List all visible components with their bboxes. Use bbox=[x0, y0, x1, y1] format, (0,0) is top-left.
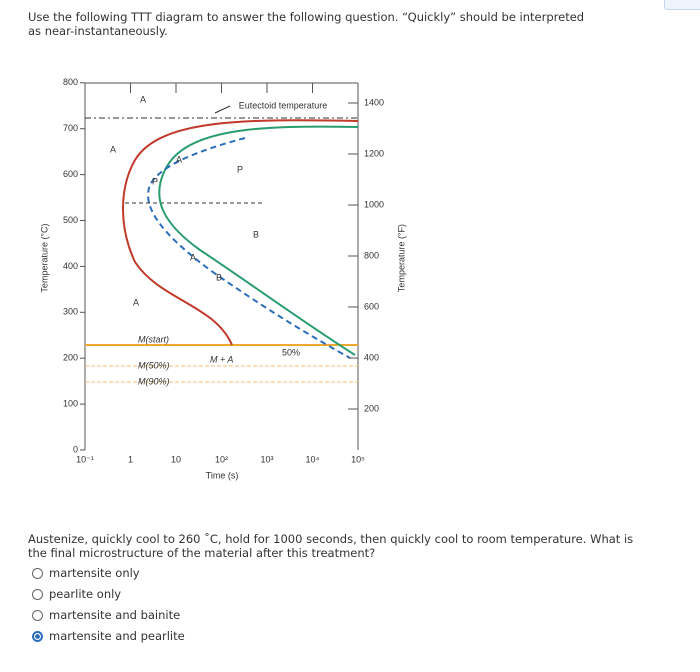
radio[interactable] bbox=[32, 588, 43, 600]
region-label: M(90%) bbox=[138, 376, 170, 386]
y2-axis-title: Temperature (°F) bbox=[396, 224, 406, 292]
region-label: A bbox=[140, 94, 146, 104]
region-label: B bbox=[253, 229, 259, 239]
corner-tab bbox=[664, 0, 700, 10]
option[interactable]: pearlite only bbox=[32, 587, 121, 601]
y-axis-title: Temperature (°C) bbox=[39, 223, 49, 292]
region-label: A bbox=[190, 252, 196, 262]
ttt-diagram: 0 100 200 300 400 500 600 700 800 200 400 600 800 100… bbox=[39, 77, 406, 480]
half-curve bbox=[147, 137, 351, 359]
y2-tick-label: 1000 bbox=[364, 199, 384, 209]
option-text: pearlite only bbox=[49, 587, 122, 601]
y-tick-label: 100 bbox=[63, 398, 78, 408]
option-text: martensite and bainite bbox=[49, 608, 181, 622]
radio[interactable] bbox=[32, 630, 43, 642]
y-tick-label: 700 bbox=[63, 123, 78, 133]
radio[interactable] bbox=[32, 567, 43, 579]
region-label: A bbox=[176, 154, 182, 164]
region-label: M + A bbox=[210, 354, 233, 364]
radio[interactable] bbox=[32, 609, 43, 621]
x-tick-label: 10 bbox=[171, 454, 181, 464]
y2-tick-label: 600 bbox=[364, 301, 379, 311]
region-label: Eutectoid temperature bbox=[239, 100, 328, 110]
y-tick-label: 0 bbox=[73, 444, 78, 454]
x-tick-label: 10⁴ bbox=[306, 454, 320, 464]
region-label: M(start) bbox=[138, 334, 169, 344]
y-tick-label: 400 bbox=[63, 261, 78, 271]
y-tick-label: 600 bbox=[63, 169, 78, 179]
finish-curve bbox=[158, 125, 359, 356]
option[interactable]: martensite only bbox=[32, 566, 140, 580]
region-label: P bbox=[237, 164, 243, 174]
y-tick-label: 200 bbox=[63, 353, 78, 363]
x-tick-label: 10⁵ bbox=[351, 454, 365, 464]
leader bbox=[214, 105, 231, 114]
region-label: 50% bbox=[282, 347, 300, 357]
region-label: P bbox=[152, 176, 158, 186]
x-tick-label: 10⁻¹ bbox=[76, 454, 94, 464]
start-curve bbox=[122, 119, 359, 346]
x-tick-label: 1 bbox=[128, 454, 133, 464]
region-label: A bbox=[110, 144, 116, 154]
region-label: M(50%) bbox=[138, 360, 170, 370]
option-text: martensite only bbox=[49, 566, 140, 580]
y2-tick-label: 800 bbox=[364, 250, 379, 260]
region-label: A bbox=[133, 297, 139, 307]
question: Austenize, quickly cool to 260 ˚C, hold … bbox=[28, 532, 634, 560]
y2-tick-label: 1200 bbox=[364, 148, 384, 158]
option[interactable]: martensite and pearlite bbox=[32, 629, 185, 643]
y2-tick-label: 200 bbox=[364, 403, 379, 413]
x-axis-title: Time (s) bbox=[206, 470, 239, 480]
y-tick-label: 800 bbox=[63, 77, 78, 87]
option-text: martensite and pearlite bbox=[49, 629, 185, 643]
y-tick-label: 300 bbox=[63, 307, 78, 317]
frame bbox=[84, 82, 359, 450]
x-tick-label: 10³ bbox=[260, 454, 273, 464]
y2-tick-label: 400 bbox=[364, 352, 379, 362]
region-label: B bbox=[216, 272, 222, 282]
intro: Use the following TTT diagram to answer … bbox=[28, 10, 585, 38]
option[interactable]: martensite and bainite bbox=[32, 608, 180, 622]
y-tick-label: 500 bbox=[63, 215, 78, 225]
x-tick-label: 10² bbox=[215, 454, 228, 464]
y2-tick-label: 1400 bbox=[364, 97, 384, 107]
